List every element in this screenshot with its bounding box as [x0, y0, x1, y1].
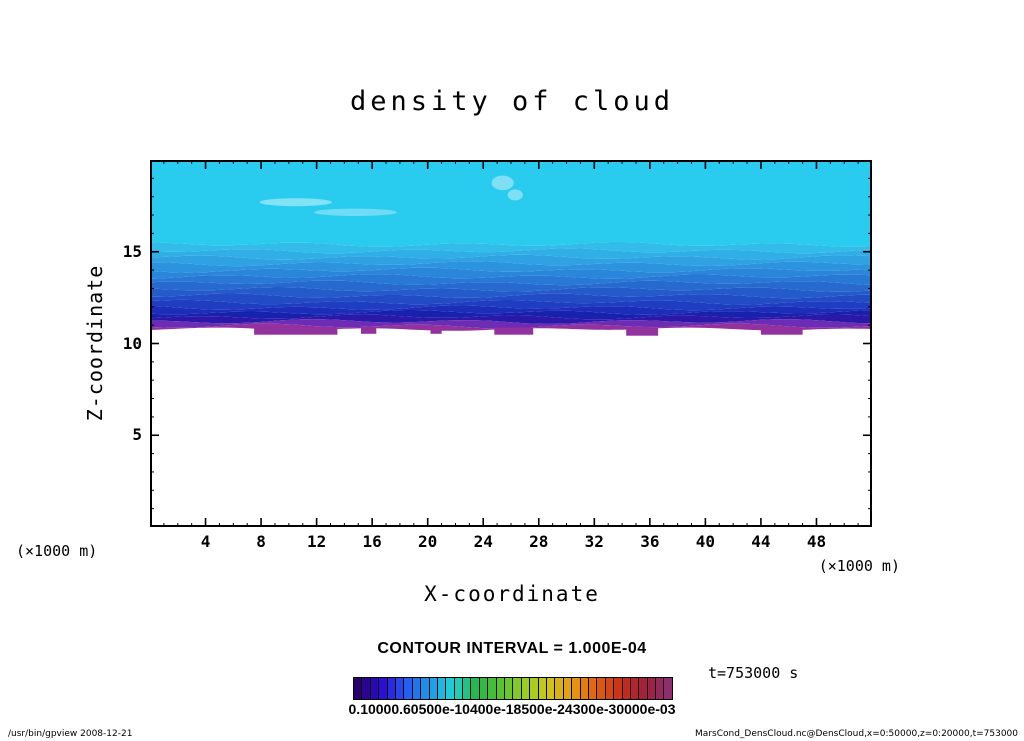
y-tick-label: 15: [122, 241, 142, 261]
colorbar-cell: [429, 678, 438, 699]
colorbar-cell: [614, 678, 623, 699]
colorbar-cell: [664, 678, 672, 699]
colorbar-cell: [370, 678, 380, 699]
x-tick-label: 16: [362, 532, 382, 551]
footer-source-text: MarsCond_DensCloud.nc@DensCloud,x=0:5000…: [695, 729, 1018, 739]
x-tick-label: 48: [806, 532, 827, 551]
footer-command-text: /usr/bin/gpview 2008-12-21: [8, 729, 133, 739]
colorbar-cell: [521, 678, 531, 699]
x-axis-label: X-coordinate: [424, 582, 600, 606]
colorbar-cell: [387, 678, 396, 699]
colorbar-cell: [446, 678, 455, 699]
colorbar-cell: [404, 678, 413, 699]
colorbar-cell: [647, 678, 657, 699]
x-tick-label: 28: [529, 532, 549, 551]
colorbar-cell: [505, 678, 514, 699]
colorbar-cell: [538, 678, 547, 699]
y-tick-label: 5: [132, 425, 142, 445]
x-tick-label: 12: [306, 532, 327, 551]
colorbar-cell: [530, 678, 539, 699]
colorbar: [353, 677, 673, 700]
colorbar-cell: [656, 678, 665, 699]
colorbar-cell: [496, 678, 506, 699]
colorbar-cell: [412, 678, 422, 699]
colorbar-cell: [513, 678, 522, 699]
x-tick-label: 44: [751, 532, 771, 551]
colorbar-cell: [362, 678, 371, 699]
colorbar-cell: [622, 678, 631, 699]
colorbar-cell: [630, 678, 640, 699]
x-axis-unit: (×1000 m): [818, 557, 900, 575]
colorbar-cell: [437, 678, 447, 699]
colorbar-cell: [563, 678, 573, 699]
x-tick-label: 24: [473, 532, 493, 551]
x-tick-label: 36: [640, 532, 660, 551]
chart-title: density of cloud: [349, 86, 675, 117]
colorbar-cell: [479, 678, 489, 699]
colorbar-cell: [580, 678, 589, 699]
x-tick-label: 40: [695, 532, 715, 551]
colorbar-tick-labels: 0.10000.60500e-10400e-18500e-24300e-3000…: [348, 701, 676, 717]
colorbar-cell: [572, 678, 581, 699]
colorbar-cell: [421, 678, 430, 699]
x-tick-label: 8: [256, 532, 266, 551]
contour-interval-text: CONTOUR INTERVAL = 1.000E-04: [377, 640, 647, 657]
colorbar-cell: [454, 678, 464, 699]
contour-plot: [150, 160, 872, 527]
colorbar-cell: [546, 678, 556, 699]
colorbar-cell: [379, 678, 388, 699]
colorbar-cell: [471, 678, 480, 699]
colorbar-cell: [488, 678, 497, 699]
colorbar-cell: [588, 678, 598, 699]
y-tick-label: 10: [122, 333, 142, 353]
y-axis-unit: (×1000 m): [16, 542, 98, 560]
colorbar-cell: [463, 678, 472, 699]
x-tick-label: 20: [418, 532, 438, 551]
time-label: t=753000 s: [708, 664, 799, 682]
colorbar-cell: [395, 678, 405, 699]
colorbar-cell: [639, 678, 648, 699]
x-tick-label: 4: [200, 532, 211, 551]
colorbar-cell: [354, 678, 363, 699]
x-tick-label: 32: [584, 532, 604, 551]
colorbar-cell: [597, 678, 606, 699]
colorbar-cell: [605, 678, 615, 699]
colorbar-cell: [555, 678, 564, 699]
